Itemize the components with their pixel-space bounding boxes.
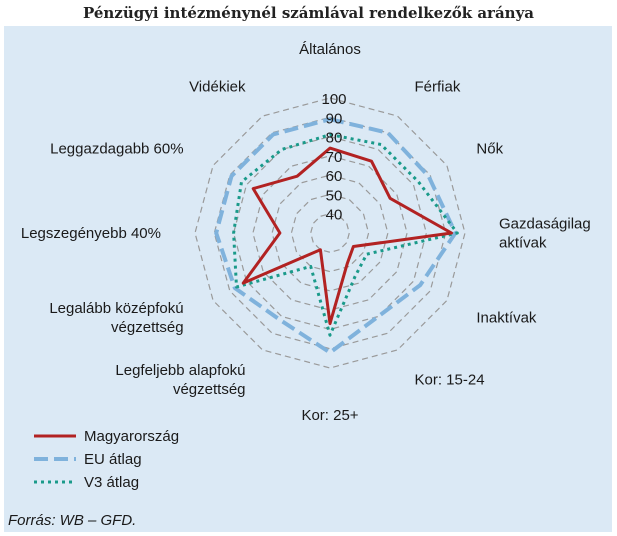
axis-label: Vidékiek: [189, 79, 246, 96]
axis-label: Kor: 25+: [301, 407, 358, 424]
tick-label: 80: [326, 130, 343, 147]
axis-label: Nők: [476, 141, 503, 158]
chart-title: Pénzügyi intézménynél számlával rendelke…: [82, 4, 535, 22]
tick-label: 40: [326, 207, 343, 224]
axis-label: Inaktívak: [476, 310, 537, 327]
tick-label: 100: [321, 91, 346, 108]
axis-labels: Általános Férfiak Nők Gazdaságilag aktívak In…: [21, 41, 591, 424]
legend-label: Magyarország: [84, 428, 179, 445]
tick-label: 70: [326, 149, 343, 166]
legend-label: EU átlag: [84, 451, 142, 468]
radar-chart: 40 50 60 70 80 90 100 Általános Férfiak Nők Gazda…: [21, 41, 591, 491]
tick-label: 60: [326, 168, 343, 185]
axis-label: Általános: [299, 41, 361, 58]
axis-label: Legszegényebb 40%: [21, 225, 161, 242]
chart-panel: [4, 26, 612, 532]
source-note: Forrás: WB – GFD.: [8, 512, 137, 529]
series-line-2: [214, 117, 458, 355]
tick-label: 90: [326, 110, 343, 127]
series-line-1: [241, 146, 453, 326]
axis-label: Férfiak: [415, 79, 461, 96]
legend-label: V3 átlag: [84, 474, 139, 491]
axis-label: Kor: 15-24: [415, 371, 485, 388]
radar-series: [214, 117, 459, 355]
tick-label: 50: [326, 187, 343, 204]
series-line-3: [232, 133, 459, 337]
axis-label: Gazdaságilag aktívak: [499, 216, 591, 252]
radial-tick-labels: 40 50 60 70 80 90 100: [321, 91, 346, 224]
axis-label: Legfeljebb alapfokú végzettség: [115, 362, 245, 398]
legend: Magyarország EU átlag V3 átlag: [34, 428, 179, 491]
axis-label: Leggazdagabb 60%: [50, 141, 183, 158]
axis-label: Legalább középfokú végzettség: [49, 300, 183, 336]
